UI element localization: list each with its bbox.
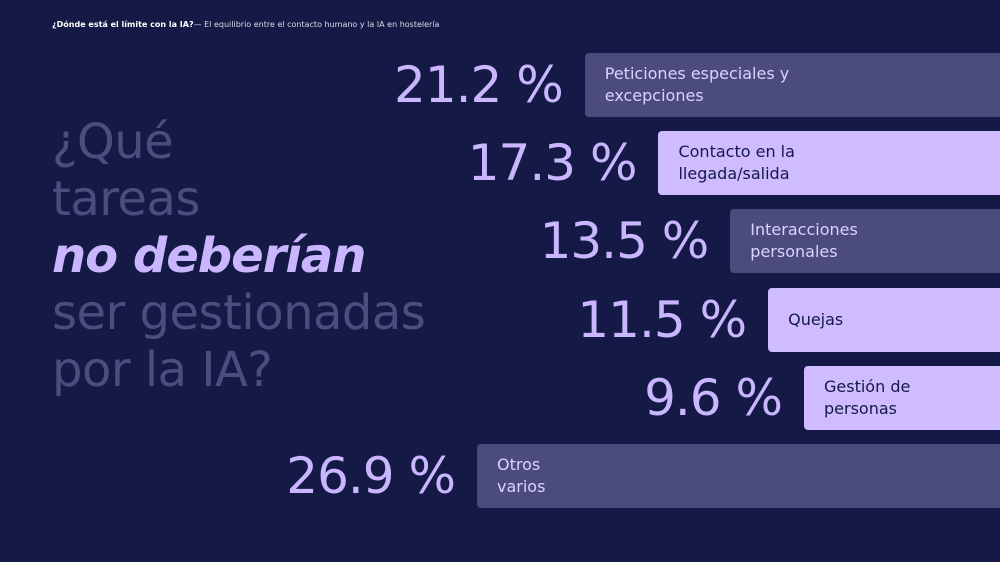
value-label-2: 17.3 %	[467, 134, 638, 192]
question-line-3: no deberían	[52, 228, 366, 284]
question-line-4: ser gestionadas	[52, 285, 426, 341]
question-line-5: por la IA?	[52, 342, 273, 398]
bar-4: Quejas	[768, 288, 1000, 352]
value-label-1: 21.2 %	[394, 56, 564, 114]
question-line-2: tareas	[52, 171, 200, 227]
bar-label-1: Peticiones especiales y excepciones	[604, 64, 790, 105]
bar-6: Otros varios	[477, 444, 1000, 508]
bar-1: Peticiones especiales y excepciones	[584, 53, 1000, 117]
question-line-1: ¿Qué	[52, 114, 174, 170]
header-title: ¿Dónde está el límite con la IA?	[52, 20, 194, 29]
bar-5: Gestión de personas	[804, 366, 1000, 430]
page-header: ¿Dónde está el límite con la IA?— El equ…	[52, 20, 439, 29]
bar-label-3: Interacciones personales	[750, 220, 858, 261]
bar-label-6: Otros varios	[497, 455, 546, 496]
bar-label-2: Contacto en la llegada/salida	[678, 142, 795, 183]
bar-label-5: Gestión de personas	[824, 377, 911, 418]
bar-label-4: Quejas	[788, 310, 844, 329]
bar-3: Interacciones personales	[730, 209, 1000, 273]
value-label-4: 11.5 %	[577, 291, 747, 349]
value-label-6: 26.9 %	[286, 447, 456, 505]
value-label-3: 13.5 %	[539, 212, 710, 270]
bar-2: Contacto en la llegada/salida	[658, 131, 1000, 195]
question-heading: ¿Qué tareas no deberían ser gestionadas …	[52, 114, 552, 399]
value-label-5: 9.6 %	[644, 369, 783, 427]
header-subtitle: — El equilibrio entre el contacto humano…	[193, 20, 440, 29]
